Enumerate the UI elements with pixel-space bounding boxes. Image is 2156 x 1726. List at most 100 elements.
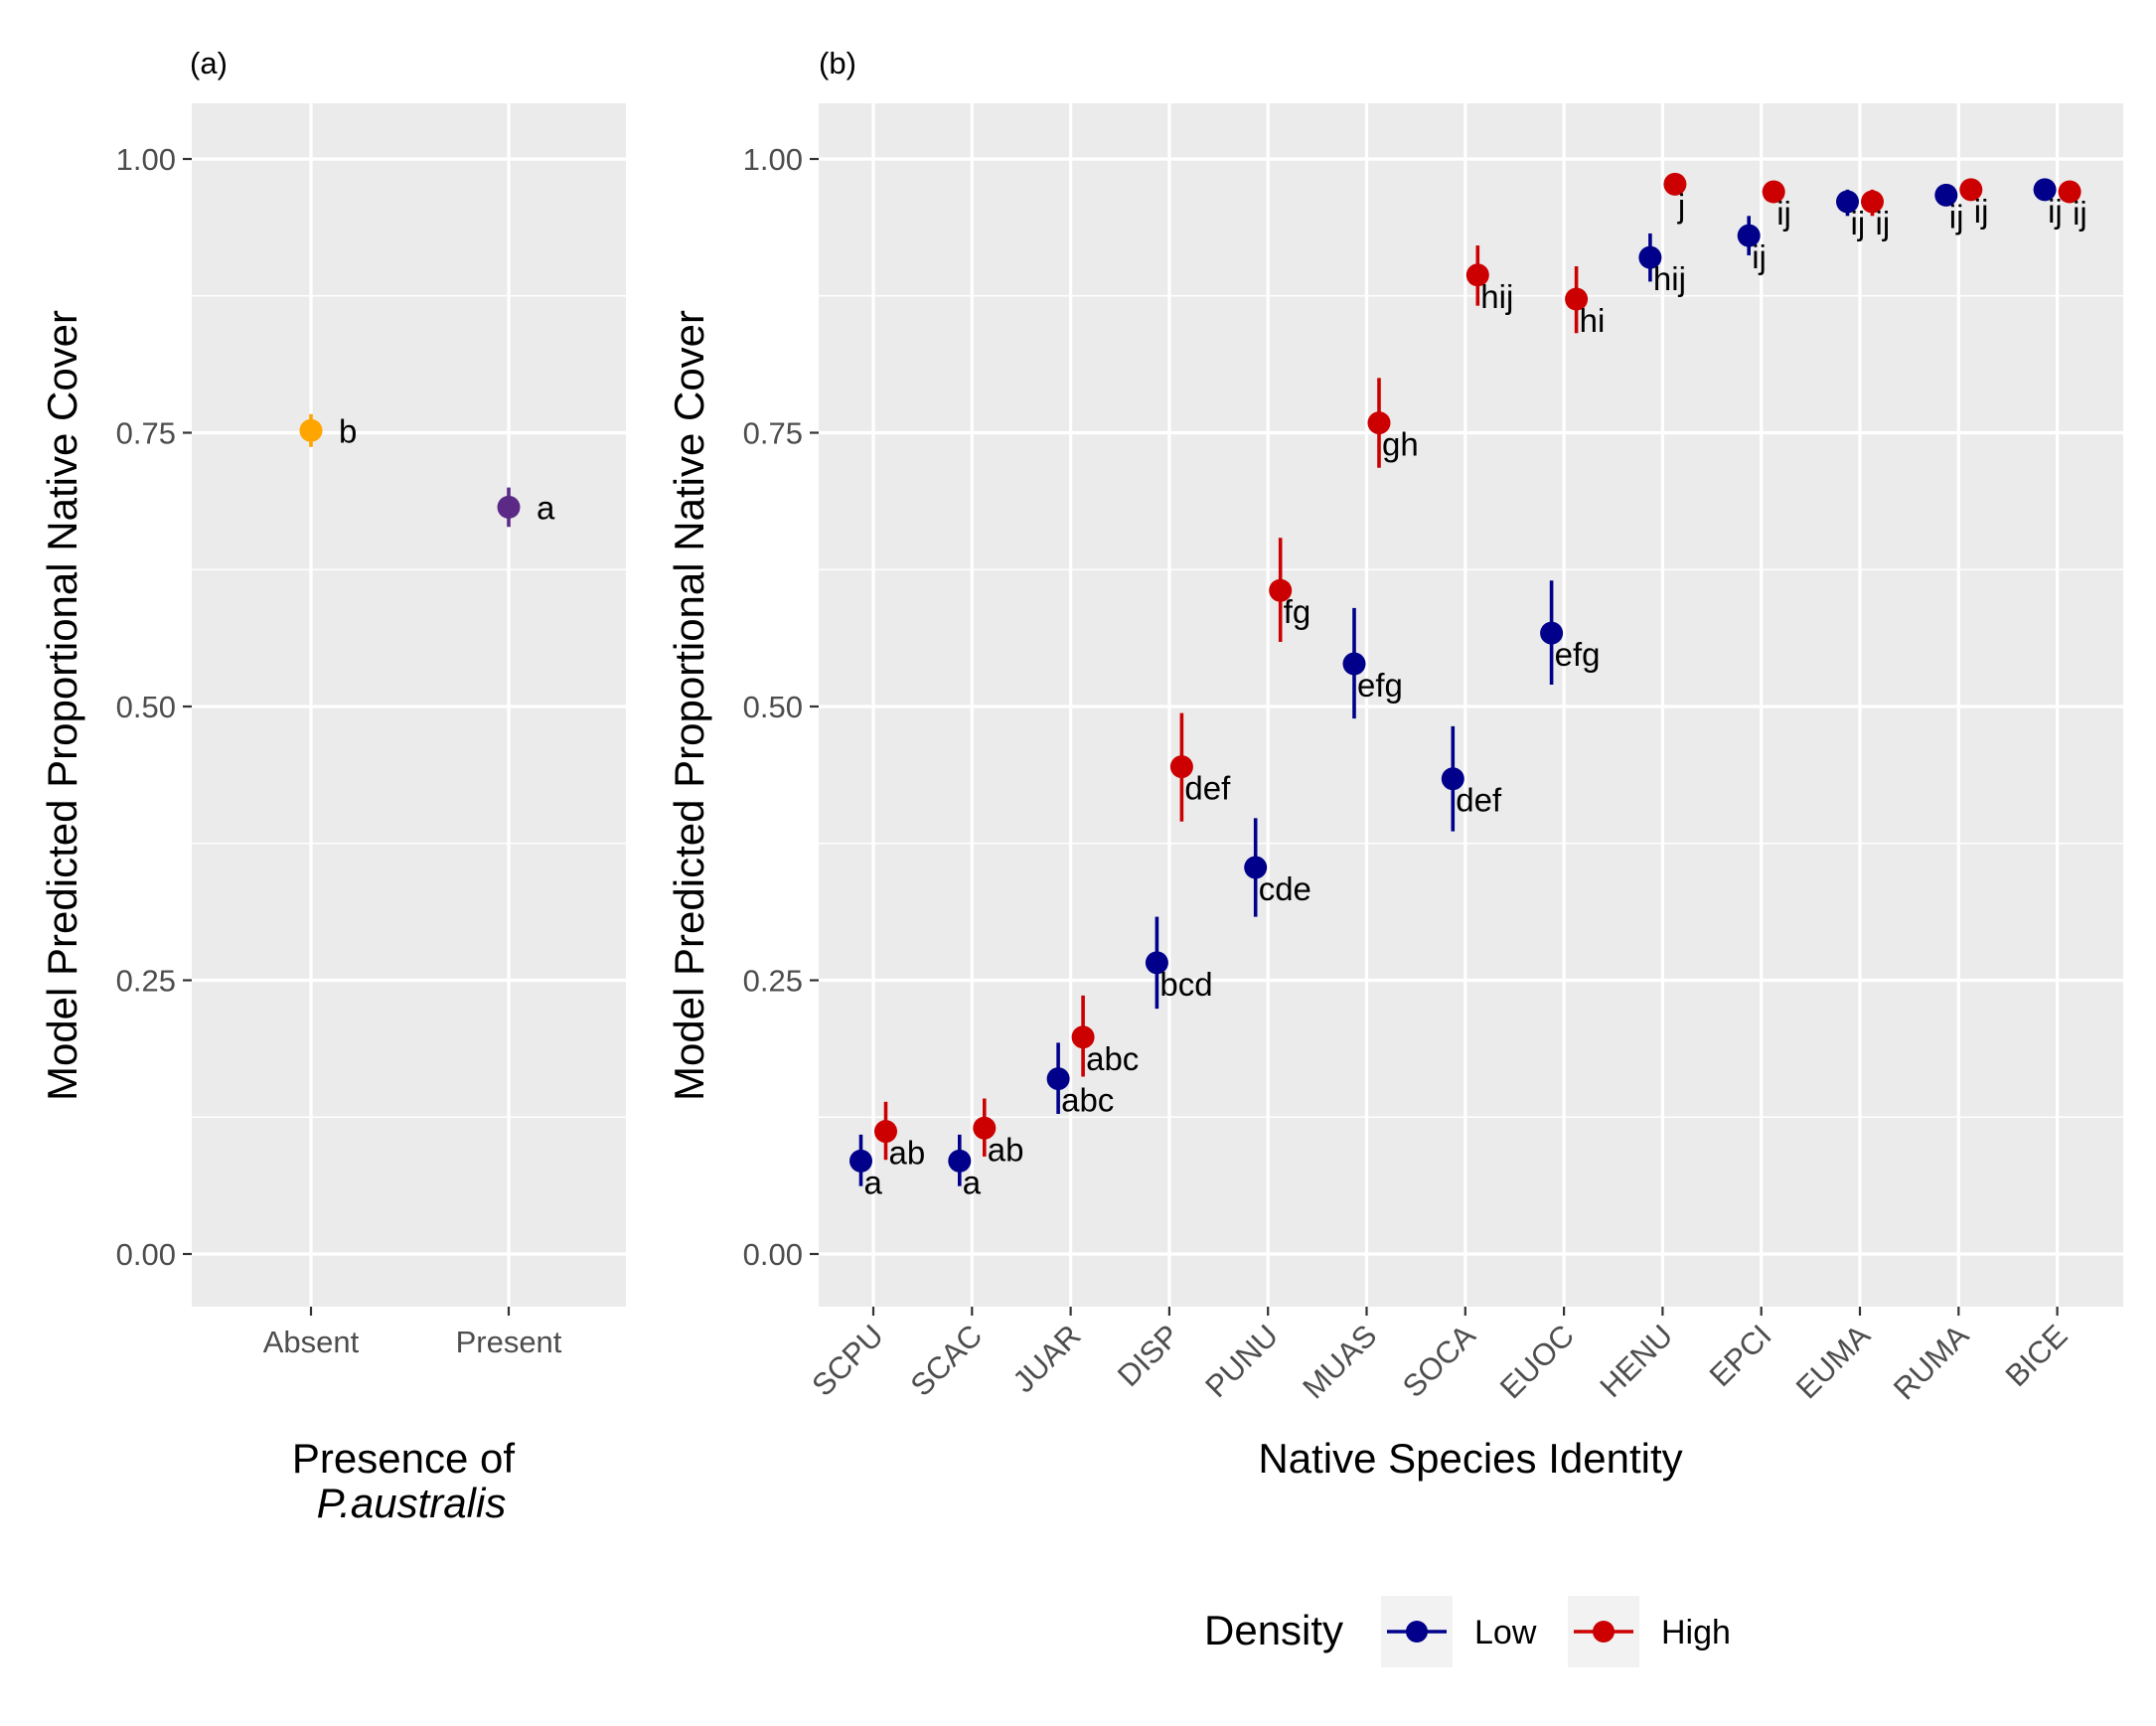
- panel-b-high-point-epci-letter: ij: [1776, 195, 1791, 232]
- panel-a-x-axis-title-line1: Presence of: [292, 1435, 515, 1482]
- b-x-tick-label-10: EUMA: [1789, 1318, 1877, 1405]
- panel-b-high-point-juar-letter: abc: [1086, 1040, 1139, 1077]
- panel-b-high-point-epci: ij: [1762, 180, 1791, 232]
- panel-a-x-axis-title-line2: P.australis: [317, 1480, 507, 1526]
- panel-b-low-point-bice-letter: ij: [2048, 193, 2063, 230]
- b-x-tick-label-9: EPCI: [1703, 1318, 1778, 1393]
- panel-b-high-point-bice-marker: [2058, 180, 2081, 204]
- panel-a: (a) 0.00 0.25 0.50 0.75 1.00 Absent Present b…: [39, 46, 626, 1526]
- panel-b-high-point-disp-marker: [1169, 755, 1193, 779]
- panel-b-high-point-muas: gh: [1367, 378, 1419, 468]
- panel-b-high-point-soca-marker: [1465, 263, 1489, 287]
- b-x-tick-label-0: SCPU: [805, 1318, 890, 1403]
- panel-b-grid: [819, 103, 2123, 1307]
- panel-b-low-point-euma-marker: [1836, 190, 1859, 214]
- panel-a-x-ticks: Absent Present: [263, 1307, 562, 1359]
- panel-b-low-point-euma: ij: [1836, 189, 1866, 241]
- b-x-tick-label-1: SCAC: [904, 1318, 990, 1403]
- b-x-tick-label-7: EUOC: [1493, 1318, 1581, 1405]
- panel-a-point-present: a: [497, 487, 555, 528]
- panel-b-high-point-euma: ij: [1861, 189, 1890, 241]
- b-x-tick-label-5: MUAS: [1296, 1318, 1383, 1405]
- panel-b-low-point-bice: ij: [2033, 178, 2063, 230]
- panel-b-high-point-juar: abc: [1071, 995, 1139, 1077]
- panel-b-low-point-juar: abc: [1046, 1042, 1114, 1119]
- panel-b-high-point-ruma: ij: [1959, 178, 1988, 230]
- panel-b-high-point-scpu: ab: [874, 1101, 926, 1172]
- b-y-tick-label-1: 0.25: [743, 964, 803, 999]
- panel-b-low-point-bice-marker: [2033, 178, 2057, 202]
- panel-b-high-point-scac: ab: [973, 1098, 1024, 1168]
- legend-label-low: Low: [1474, 1614, 1537, 1651]
- panel-b-low-point-henu-letter: hij: [1653, 260, 1686, 297]
- panel-b-high-point-euoc-marker: [1565, 287, 1589, 311]
- panel-b-low-point-ruma-letter: ij: [1949, 198, 1964, 235]
- panel-b-low-point-soca-marker: [1441, 767, 1464, 791]
- panel-b-high-point-henu-marker: [1663, 172, 1687, 196]
- panel-b-high-point-ruma-letter: ij: [1974, 193, 1989, 230]
- panel-a-grid: [192, 103, 626, 1307]
- panel-b-low-point-henu: hij: [1638, 233, 1686, 297]
- panel-b-low-point-scpu: a: [849, 1134, 883, 1200]
- panel-b-low-point-scac-letter: a: [963, 1164, 982, 1200]
- b-x-tick-label-6: SOCA: [1396, 1318, 1482, 1404]
- panel-b-low-point-disp-marker: [1145, 951, 1168, 975]
- panel-b-tag: (b): [819, 46, 856, 80]
- panel-b-high-point-soca-letter: hij: [1480, 278, 1513, 315]
- panel-b-low-point-scac-marker: [948, 1149, 972, 1173]
- panel-a-point-present-letter: a: [537, 489, 555, 526]
- panel-a-tag: (a): [190, 46, 228, 80]
- panel-b-high-point-euoc-letter: hi: [1580, 302, 1606, 339]
- panel-b-high-point-disp-letter: def: [1184, 770, 1231, 807]
- panel-b-low-point-muas-marker: [1342, 652, 1366, 676]
- panel-b-low-point-juar-marker: [1046, 1067, 1070, 1091]
- a-y-tick-label-4: 1.00: [116, 142, 176, 177]
- panel-b-low-point-euma-letter: ij: [1851, 205, 1866, 241]
- panel-b-low-point-soca: def: [1441, 725, 1502, 832]
- panel-b: (b) 0.00 0.25 0.50 0.75 1.00 SCPU SCAC JUAR DIS…: [666, 46, 2123, 1482]
- panel-b-low-point-epci-letter: ij: [1752, 238, 1767, 275]
- panel-b-low-point-soca-letter: def: [1456, 782, 1502, 819]
- b-x-tick-label-4: PUNU: [1198, 1318, 1285, 1404]
- panel-b-low-point-henu-marker: [1638, 245, 1662, 269]
- panel-b-y-ticks: 0.00 0.25 0.50 0.75 1.00: [743, 142, 819, 1272]
- panel-b-low-point-scpu-marker: [849, 1149, 872, 1173]
- panel-b-low-point-ruma: ij: [1934, 183, 1964, 235]
- panel-b-high-point-henu-letter: j: [1677, 187, 1685, 224]
- panel-b-high-point-scac-letter: ab: [988, 1131, 1024, 1168]
- panel-b-low-point-euoc: efg: [1540, 580, 1600, 685]
- b-y-tick-label-4: 1.00: [743, 142, 803, 177]
- a-y-tick-label-2: 0.50: [116, 690, 176, 724]
- panel-b-high-point-henu: j: [1663, 172, 1687, 224]
- panel-b-high-point-punu-marker: [1269, 578, 1293, 602]
- panel-b-low-point-epci-marker: [1737, 224, 1761, 247]
- panel-a-marks: ba: [299, 412, 555, 528]
- panel-b-low-point-euoc-marker: [1540, 621, 1564, 645]
- a-x-tick-label-1: Present: [456, 1325, 562, 1359]
- panel-b-high-point-punu: fg: [1269, 538, 1310, 642]
- panel-b-high-point-soca: hij: [1465, 245, 1513, 315]
- panel-b-low-point-disp-letter: bcd: [1159, 966, 1212, 1003]
- panel-b-high-point-scpu-letter: ab: [889, 1135, 926, 1172]
- panel-b-high-point-bice-letter: ij: [2073, 195, 2087, 232]
- legend-high-marker: [1593, 1621, 1615, 1643]
- a-x-tick-label-0: Absent: [263, 1325, 360, 1359]
- panel-b-high-point-euoc: hi: [1565, 265, 1606, 339]
- a-y-tick-label-3: 0.75: [116, 416, 176, 451]
- legend-label-high: High: [1661, 1614, 1731, 1651]
- b-x-tick-label-3: DISP: [1111, 1318, 1186, 1393]
- panel-b-low-point-disp: bcd: [1145, 916, 1213, 1010]
- panel-b-low-point-muas: efg: [1342, 607, 1403, 719]
- panel-b-high-point-euma-marker: [1861, 190, 1884, 214]
- panel-b-high-point-muas-letter: gh: [1382, 426, 1419, 463]
- a-y-tick-label-0: 0.00: [116, 1237, 176, 1272]
- panel-a-point-absent: b: [299, 412, 357, 449]
- panel-b-low-point-ruma-marker: [1934, 183, 1958, 207]
- panel-b-high-point-bice: ij: [2058, 180, 2087, 232]
- b-x-tick-label-8: HENU: [1593, 1318, 1679, 1404]
- a-y-tick-label-1: 0.25: [116, 964, 176, 999]
- panel-b-low-point-muas-letter: efg: [1357, 667, 1403, 704]
- b-y-tick-label-2: 0.50: [743, 690, 803, 724]
